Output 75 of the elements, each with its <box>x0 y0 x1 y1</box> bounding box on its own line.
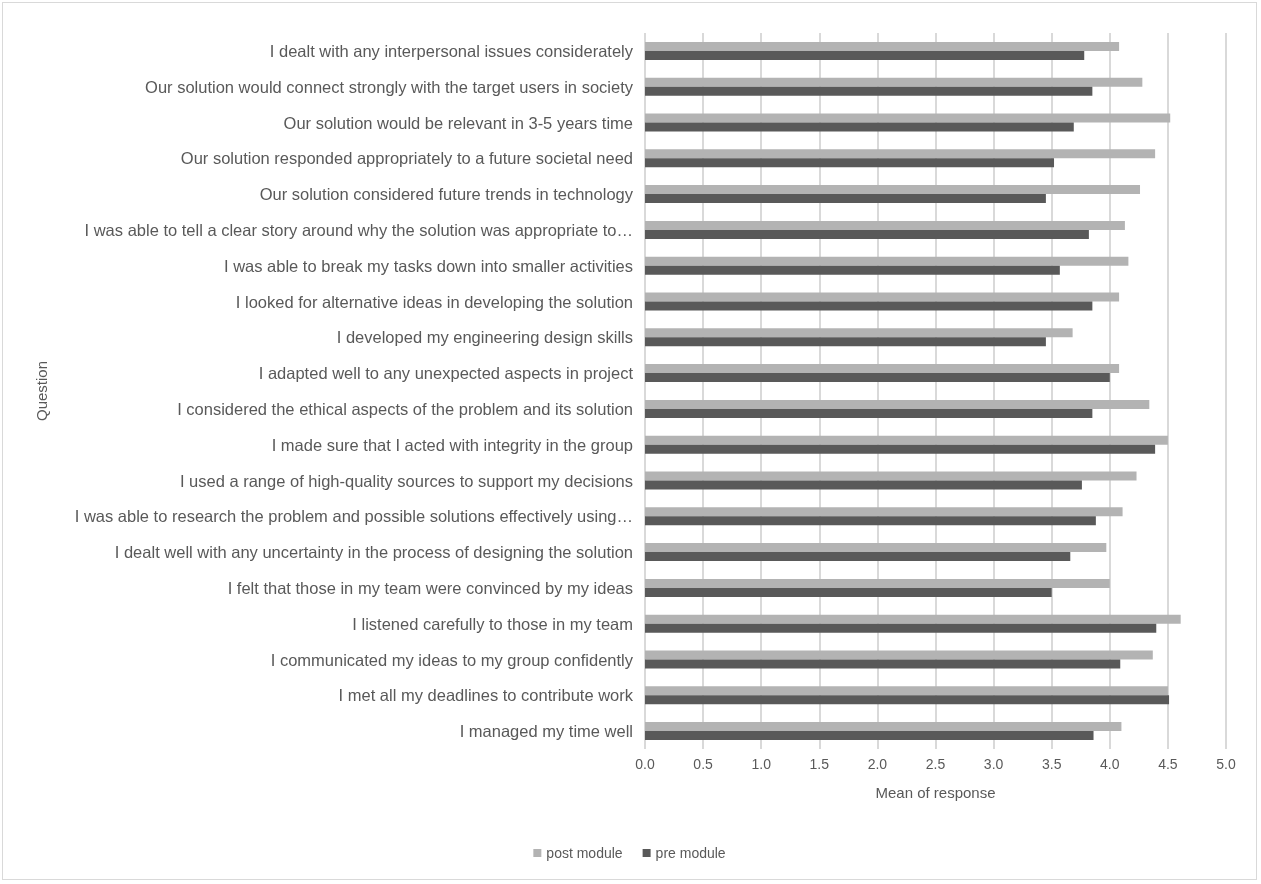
x-tick-label: 1.5 <box>809 756 830 772</box>
y-tick-label: Our solution would connect strongly with the target users in society <box>145 77 634 96</box>
bar <box>645 328 1073 338</box>
bar <box>645 587 1052 597</box>
x-tick-label: 3.5 <box>1041 756 1062 772</box>
y-tick-label: I was able to research the problem and possible solutions effectively using… <box>74 507 633 526</box>
y-tick-label: I listened carefully to those in my team <box>352 614 633 633</box>
x-axis-title: Mean of response <box>875 784 996 801</box>
bar <box>645 185 1141 195</box>
bar <box>645 364 1120 374</box>
legend-label: pre module <box>655 845 726 861</box>
x-tick-label: 2.0 <box>867 756 888 772</box>
x-tick-label: 1.0 <box>751 756 772 772</box>
x-tick-label: 0.0 <box>635 756 655 772</box>
bar <box>645 623 1157 633</box>
x-tick-label: 3.0 <box>983 756 1004 772</box>
bar <box>645 722 1122 732</box>
bar <box>645 301 1093 311</box>
y-tick-label: I communicated my ideas to my group confidently <box>270 650 634 669</box>
x-tick-label: 0.5 <box>693 756 714 772</box>
bar <box>645 516 1096 526</box>
bar <box>645 86 1093 96</box>
bar <box>645 220 1125 230</box>
y-tick-label: I looked for alternative ideas in developing the solution <box>235 292 633 311</box>
y-tick-label: I managed my time well <box>459 722 633 741</box>
x-tick-label: 2.5 <box>925 756 946 772</box>
bar <box>645 337 1046 347</box>
bar <box>645 77 1143 87</box>
bar <box>645 122 1074 132</box>
bar <box>645 149 1156 159</box>
y-tick-label: Our solution would be relevant in 3-5 years time <box>283 113 633 132</box>
y-tick-label: I adapted well to any unexpected aspects in project <box>258 364 634 383</box>
bar <box>645 695 1170 705</box>
bar <box>645 444 1156 454</box>
bar <box>645 480 1082 490</box>
x-tick-label: 5.0 <box>1216 756 1236 772</box>
bar <box>645 614 1181 624</box>
bar <box>645 578 1110 588</box>
bar <box>645 731 1094 741</box>
bar <box>645 552 1071 562</box>
bar <box>645 265 1060 275</box>
bar <box>645 659 1121 669</box>
bar <box>645 194 1046 204</box>
y-tick-label: I felt that those in my team were convinced by my ideas <box>227 578 633 597</box>
y-tick-label: Our solution considered future trends in technology <box>259 185 634 204</box>
bar <box>645 408 1093 418</box>
y-tick-label: I dealt with any interpersonal issues considerately <box>269 41 634 60</box>
bar <box>645 113 1171 123</box>
bar <box>645 650 1153 660</box>
bar <box>645 373 1110 383</box>
bar <box>645 399 1150 409</box>
y-tick-label: I dealt well with any uncertainty in the process of designing the solution <box>114 543 633 562</box>
y-tick-label: I made sure that I acted with integrity in the group <box>271 435 633 454</box>
bar <box>645 158 1055 168</box>
bar <box>645 256 1129 266</box>
bar <box>645 507 1123 517</box>
bar <box>645 471 1137 481</box>
x-tick-label: 4.5 <box>1158 756 1178 772</box>
bar <box>645 543 1107 553</box>
y-tick-label: Our solution responded appropriately to a future societal need <box>180 149 633 168</box>
y-tick-label: I was able to break my tasks down into smaller activities <box>224 256 633 275</box>
y-axis-title: Question <box>33 360 50 422</box>
y-tick-label: I was able to tell a clear story around why the solution was appropriate to… <box>84 220 633 239</box>
legend-label: post module <box>546 845 623 861</box>
y-tick-label: I used a range of high-quality sources to support my decisions <box>179 471 633 490</box>
bar <box>645 41 1120 51</box>
y-tick-label: I met all my deadlines to contribute work <box>338 686 634 705</box>
bar <box>645 292 1120 302</box>
bar <box>645 686 1168 696</box>
x-tick-label: 4.0 <box>1100 756 1120 772</box>
y-tick-label: I developed my engineering design skills <box>336 328 633 347</box>
bar <box>645 229 1089 239</box>
y-tick-label: I considered the ethical aspects of the problem and its solution <box>177 399 633 418</box>
bar <box>645 435 1168 445</box>
bar <box>645 50 1085 60</box>
